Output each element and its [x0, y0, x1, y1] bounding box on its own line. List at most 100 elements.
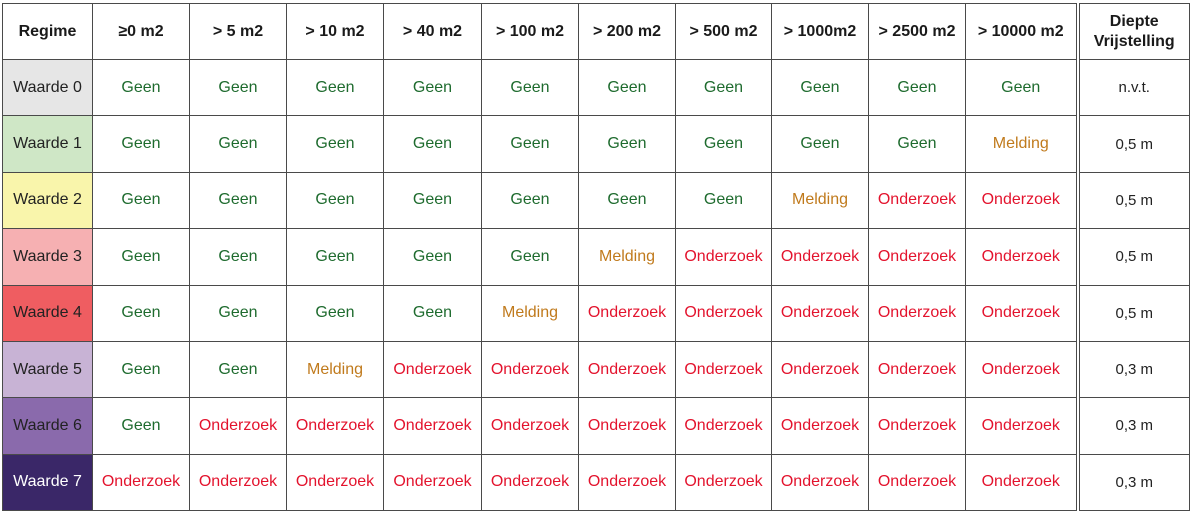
table-cell: Geen [286, 284, 384, 342]
diepte-cell: 0,5 m [1075, 228, 1190, 286]
row-label: Waarde 3 [2, 228, 93, 286]
header-threshold: > 5 m2 [189, 3, 287, 60]
table-cell: Geen [286, 115, 384, 173]
table-cell: Geen [189, 171, 287, 230]
table-row: Waarde 4 Geen Geen Geen Geen Melding Onderzoek… [2, 284, 1190, 342]
table-cell: Onderzoek [92, 453, 190, 512]
diepte-cell: 0,5 m [1075, 115, 1190, 173]
row-label: Waarde 5 [2, 340, 93, 399]
table-cell: Geen [965, 58, 1078, 117]
header-threshold: ≥0 m2 [92, 3, 190, 60]
table-row: Waarde 7 Onderzoek Onderzoek Onderzoek Onder… [2, 453, 1190, 512]
table-cell: Onderzoek [965, 171, 1078, 230]
header-threshold: > 40 m2 [383, 3, 482, 60]
table-cell: Onderzoek [383, 340, 482, 399]
table-cell: Melding [481, 284, 579, 342]
header-threshold: > 1000m2 [771, 3, 869, 60]
table-cell: Onderzoek [189, 397, 287, 455]
row-label: Waarde 7 [2, 453, 93, 512]
row-label: Waarde 2 [2, 171, 93, 230]
table-cell: Geen [189, 115, 287, 173]
table-cell: Melding [578, 228, 676, 286]
table-cell: Geen [92, 228, 190, 286]
table-cell: Geen [286, 58, 384, 117]
table-cell: Geen [189, 58, 287, 117]
table-cell: Onderzoek [771, 397, 869, 455]
table-cell: Geen [578, 115, 676, 173]
table-cell: Geen [383, 58, 482, 117]
table-cell: Onderzoek [481, 397, 579, 455]
table-cell: Geen [481, 115, 579, 173]
header-diepte-vrijstelling: Diepte Vrijstelling [1075, 3, 1190, 60]
diepte-cell: n.v.t. [1075, 58, 1190, 117]
table-cell: Onderzoek [383, 453, 482, 512]
table-cell: Onderzoek [868, 340, 966, 399]
table-cell: Onderzoek [675, 284, 772, 342]
header-threshold: > 100 m2 [481, 3, 579, 60]
table-cell: Geen [868, 115, 966, 173]
row-label: Waarde 1 [2, 115, 93, 173]
table-cell: Geen [383, 171, 482, 230]
table-cell: Geen [189, 284, 287, 342]
header-threshold: > 200 m2 [578, 3, 676, 60]
table-cell: Onderzoek [965, 340, 1078, 399]
header-threshold: > 10 m2 [286, 3, 384, 60]
table-cell: Onderzoek [965, 284, 1078, 342]
table-cell: Geen [578, 58, 676, 117]
header-diepte-line1: Diepte [1109, 12, 1159, 30]
table-row: Waarde 0 Geen Geen Geen Geen Geen Geen Geen Geen… [2, 58, 1190, 117]
table-cell: Onderzoek [771, 228, 869, 286]
header-threshold: > 500 m2 [675, 3, 772, 60]
table-cell: Geen [675, 58, 772, 117]
diepte-cell: 0,3 m [1075, 397, 1190, 455]
table-cell: Onderzoek [868, 171, 966, 230]
table-cell: Onderzoek [675, 340, 772, 399]
table-cell: Onderzoek [675, 397, 772, 455]
table-row: Waarde 3 Geen Geen Geen Geen Geen Melding Onder… [2, 228, 1190, 286]
table-cell: Onderzoek [481, 340, 579, 399]
table-cell: Geen [383, 284, 482, 342]
table-cell: Onderzoek [578, 397, 676, 455]
table-cell: Onderzoek [965, 397, 1078, 455]
diepte-cell: 0,3 m [1075, 340, 1190, 399]
table-row: Waarde 1 Geen Geen Geen Geen Geen Geen Geen Geen… [2, 115, 1190, 173]
table-cell: Onderzoek [771, 453, 869, 512]
table-cell: Geen [481, 228, 579, 286]
table-cell: Onderzoek [675, 228, 772, 286]
table-row: Waarde 6 Geen Onderzoek Onderzoek Onderzoek O… [2, 397, 1190, 455]
table-cell: Geen [383, 115, 482, 173]
table-cell: Geen [92, 340, 190, 399]
table-body: Waarde 0 Geen Geen Geen Geen Geen Geen Geen Geen… [2, 58, 1190, 512]
table-header: Regime ≥0 m2 > 5 m2 > 10 m2 > 40 m2 > 100 m2… [2, 3, 1190, 60]
table-cell: Onderzoek [965, 228, 1078, 286]
table-cell: Geen [481, 58, 579, 117]
table-cell: Geen [286, 171, 384, 230]
table-cell: Geen [383, 228, 482, 286]
table-cell: Onderzoek [868, 284, 966, 342]
table-cell: Onderzoek [771, 340, 869, 399]
regime-table: Regime ≥0 m2 > 5 m2 > 10 m2 > 40 m2 > 100 m2… [2, 3, 1190, 512]
table-cell: Geen [286, 228, 384, 286]
row-label: Waarde 0 [2, 58, 93, 117]
table-cell: Onderzoek [578, 284, 676, 342]
table-cell: Onderzoek [675, 453, 772, 512]
table-cell: Melding [771, 171, 869, 230]
table-cell: Onderzoek [868, 228, 966, 286]
table-cell: Onderzoek [578, 453, 676, 512]
diepte-cell: 0,5 m [1075, 171, 1190, 230]
table-cell: Geen [92, 115, 190, 173]
table-cell: Geen [92, 397, 190, 455]
table-cell: Geen [189, 228, 287, 286]
table-cell: Onderzoek [481, 453, 579, 512]
table-cell: Geen [92, 284, 190, 342]
header-regime: Regime [2, 3, 93, 60]
diepte-cell: 0,3 m [1075, 453, 1190, 512]
table-cell: Geen [92, 171, 190, 230]
table-cell: Onderzoek [771, 284, 869, 342]
diepte-cell: 0,5 m [1075, 284, 1190, 342]
table-cell: Onderzoek [189, 453, 287, 512]
table-cell: Onderzoek [965, 453, 1078, 512]
table-cell: Geen [578, 171, 676, 230]
table-cell: Geen [771, 58, 869, 117]
table-cell: Onderzoek [578, 340, 676, 399]
